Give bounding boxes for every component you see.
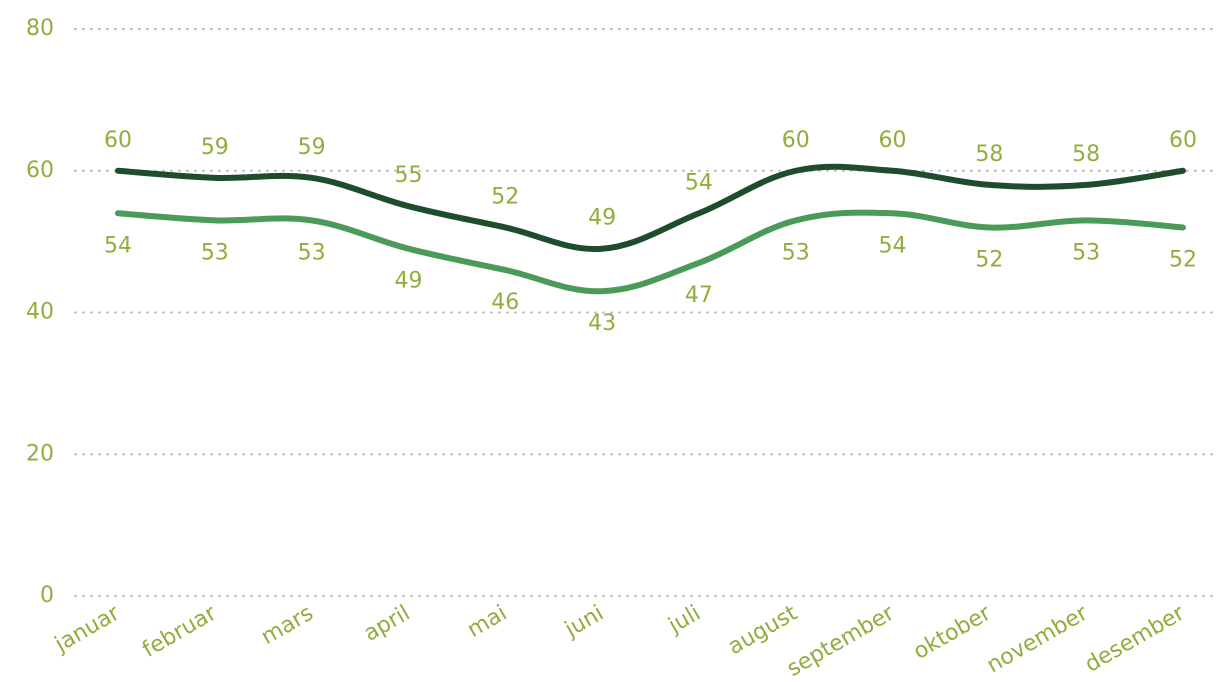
x-tick-label: mars <box>257 601 317 650</box>
data-label: 58 <box>975 142 1003 167</box>
data-label: 54 <box>104 233 132 258</box>
data-label: 52 <box>491 184 519 209</box>
y-tick-label: 80 <box>26 16 54 41</box>
data-label: 60 <box>879 128 907 153</box>
data-label: 53 <box>201 240 229 265</box>
y-tick-label: 0 <box>40 583 54 608</box>
x-tick-label: juni <box>560 601 608 643</box>
data-label: 43 <box>588 311 616 336</box>
data-label: 54 <box>879 233 907 258</box>
data-label: 53 <box>1072 240 1100 265</box>
x-tick-label: oktober <box>909 600 996 665</box>
x-tick-label: september <box>783 600 899 682</box>
x-tick-label: april <box>360 601 415 647</box>
x-tick-label: desember <box>1081 600 1190 677</box>
data-label: 53 <box>782 240 810 265</box>
data-label: 60 <box>782 128 810 153</box>
series-line <box>115 209 1186 295</box>
data-label: 52 <box>1169 247 1197 272</box>
data-label: 53 <box>298 240 326 265</box>
y-tick-label: 20 <box>26 441 54 466</box>
y-tick-label: 40 <box>26 300 54 325</box>
data-label: 60 <box>104 128 132 153</box>
data-label: 60 <box>1169 128 1197 153</box>
y-tick-label: 60 <box>26 158 54 183</box>
data-label: 49 <box>394 269 422 294</box>
x-tick-label: august <box>724 601 802 661</box>
data-label: 47 <box>685 283 713 308</box>
data-label: 49 <box>588 206 616 231</box>
x-tick-label: februar <box>138 600 221 663</box>
x-tick-label: mai <box>463 601 511 643</box>
data-label: 59 <box>298 135 326 160</box>
x-tick-label: november <box>983 600 1093 678</box>
data-label: 55 <box>394 163 422 188</box>
data-label: 59 <box>201 135 229 160</box>
data-label: 54 <box>685 170 713 195</box>
series-line <box>115 163 1186 252</box>
data-label: 58 <box>1072 142 1100 167</box>
data-label: 46 <box>491 290 519 315</box>
data-label: 52 <box>975 247 1003 272</box>
x-tick-label: juli <box>664 601 705 639</box>
x-tick-label: januar <box>50 600 125 658</box>
